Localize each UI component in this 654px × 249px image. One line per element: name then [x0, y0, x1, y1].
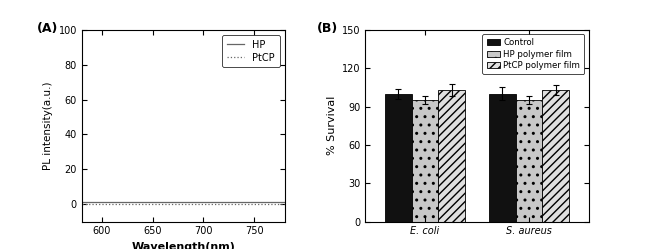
Bar [411, 100, 438, 222]
Y-axis label: PL intensity(a.u.): PL intensity(a.u.) [43, 81, 53, 170]
Text: (A): (A) [37, 22, 58, 35]
Text: (B): (B) [317, 22, 337, 35]
Bar [385, 94, 411, 222]
Bar [542, 90, 569, 222]
Legend: HP, PtCP: HP, PtCP [222, 35, 280, 67]
Y-axis label: % Survival: % Survival [326, 96, 337, 155]
Bar [516, 100, 542, 222]
X-axis label: Wavelength(nm): Wavelength(nm) [131, 242, 235, 249]
Bar [489, 94, 516, 222]
Bar [438, 90, 465, 222]
Legend: Control, HP polymer film, PtCP polymer film: Control, HP polymer film, PtCP polymer f… [483, 34, 584, 74]
